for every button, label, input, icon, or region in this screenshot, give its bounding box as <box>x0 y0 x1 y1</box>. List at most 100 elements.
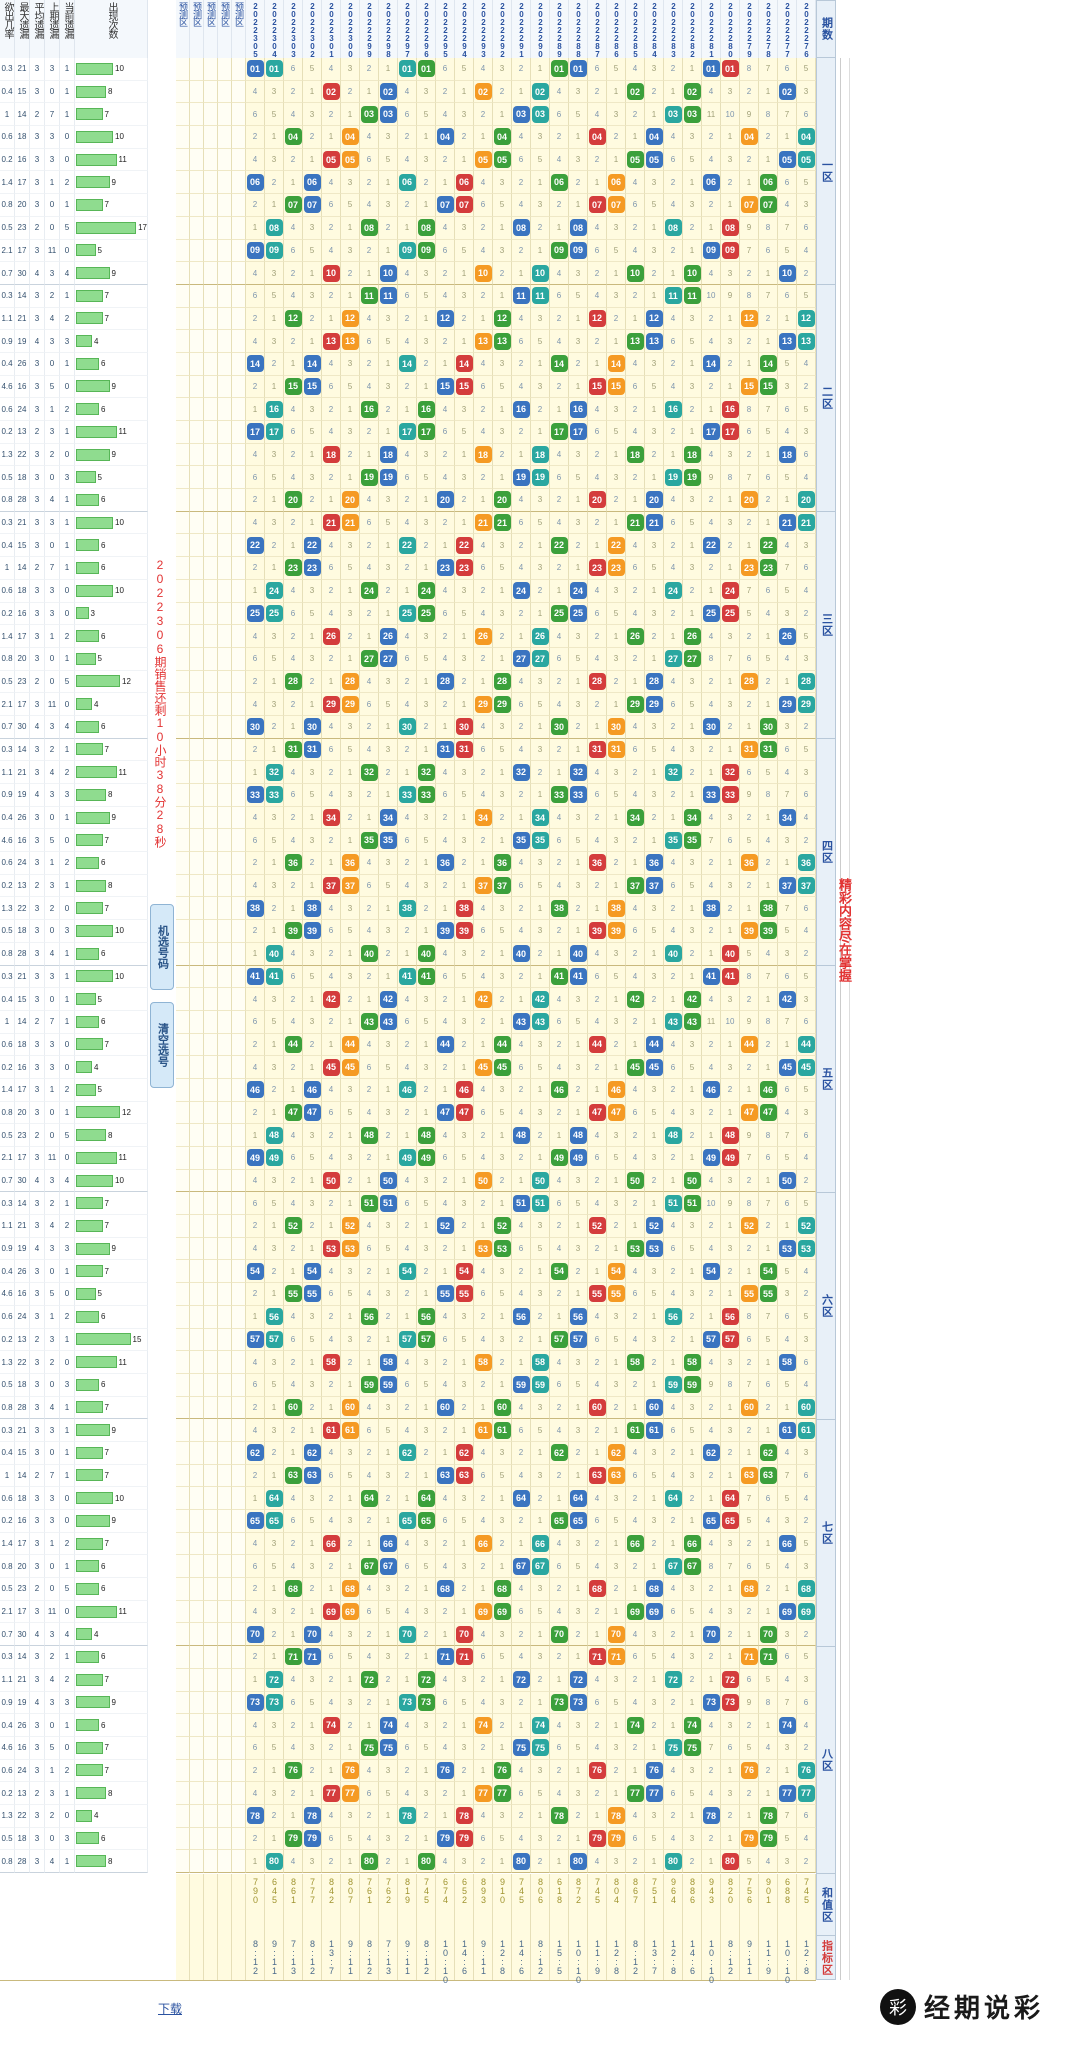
predict-cell[interactable] <box>204 511 218 535</box>
predict-cell[interactable] <box>232 1078 246 1102</box>
predict-cell[interactable] <box>190 216 204 240</box>
predict-cell[interactable] <box>204 1124 218 1147</box>
predict-cell[interactable] <box>204 761 218 784</box>
predict-cell[interactable] <box>176 489 190 512</box>
predict-cell[interactable] <box>218 1532 232 1556</box>
predict-cell[interactable] <box>176 647 190 671</box>
predict-cell[interactable] <box>232 58 246 81</box>
predict-cell[interactable] <box>190 1532 204 1556</box>
predict-cell[interactable] <box>176 897 190 921</box>
predict-cell[interactable] <box>190 1396 204 1420</box>
predict-cell[interactable] <box>232 284 246 308</box>
predict-cell[interactable] <box>204 58 218 81</box>
predict-cell[interactable] <box>176 1215 190 1238</box>
predict-cell[interactable] <box>190 1351 204 1374</box>
predict-cell[interactable] <box>218 579 232 603</box>
predict-cell[interactable] <box>232 1283 246 1306</box>
predict-cell[interactable] <box>204 239 218 263</box>
predict-cell[interactable] <box>176 1237 190 1261</box>
predict-cell[interactable] <box>218 602 232 626</box>
predict-cell[interactable] <box>204 1441 218 1465</box>
predict-cell[interactable] <box>218 534 232 558</box>
predict-cell[interactable] <box>218 1373 232 1397</box>
predict-cell[interactable] <box>176 421 190 444</box>
predict-cell[interactable] <box>176 307 190 331</box>
predict-cell[interactable] <box>176 1510 190 1533</box>
predict-cell[interactable] <box>204 284 218 308</box>
predict-cell[interactable] <box>190 239 204 263</box>
predict-cell[interactable] <box>190 103 204 127</box>
predict-cell[interactable] <box>204 1532 218 1556</box>
predict-cell[interactable] <box>190 1510 204 1533</box>
predict-cell[interactable] <box>218 239 232 263</box>
predict-cell[interactable] <box>204 194 218 217</box>
predict-cell[interactable] <box>204 897 218 921</box>
predict-cell[interactable] <box>176 761 190 784</box>
predict-cell[interactable] <box>190 579 204 603</box>
predict-cell[interactable] <box>218 352 232 376</box>
predict-cell[interactable] <box>232 1487 246 1510</box>
predict-cell[interactable] <box>176 148 190 172</box>
predict-cell[interactable] <box>232 1237 246 1261</box>
predict-cell[interactable] <box>190 489 204 512</box>
predict-cell[interactable] <box>204 1010 218 1034</box>
predict-cell[interactable] <box>176 1124 190 1147</box>
predict-cell[interactable] <box>176 1283 190 1306</box>
predict-cell[interactable] <box>204 1305 218 1329</box>
predict-cell[interactable] <box>204 262 218 285</box>
predict-cell[interactable] <box>190 670 204 694</box>
predict-cell[interactable] <box>204 1033 218 1057</box>
predict-cell[interactable] <box>190 1124 204 1147</box>
predict-cell[interactable] <box>190 398 204 421</box>
predict-cell[interactable] <box>190 1441 204 1465</box>
predict-cell[interactable] <box>190 284 204 308</box>
predict-cell[interactable] <box>176 1351 190 1374</box>
predict-cell[interactable] <box>232 1147 246 1170</box>
predict-cell[interactable] <box>176 784 190 807</box>
predict-cell[interactable] <box>218 1147 232 1170</box>
predict-cell[interactable] <box>218 80 232 104</box>
predict-cell[interactable] <box>190 557 204 580</box>
predict-cell[interactable] <box>176 1147 190 1170</box>
predict-cell[interactable] <box>176 352 190 376</box>
predict-cell[interactable] <box>190 80 204 104</box>
predict-cell[interactable] <box>232 897 246 921</box>
predict-cell[interactable] <box>176 1487 190 1510</box>
predict-cell[interactable] <box>190 352 204 376</box>
predict-cell[interactable] <box>204 1260 218 1284</box>
predict-cell[interactable] <box>190 1101 204 1125</box>
predict-cell[interactable] <box>190 829 204 853</box>
predict-cell[interactable] <box>204 715 218 739</box>
predict-cell[interactable] <box>176 1078 190 1102</box>
predict-cell[interactable] <box>218 784 232 807</box>
predict-cell[interactable] <box>190 761 204 784</box>
predict-cell[interactable] <box>218 988 232 1011</box>
predict-cell[interactable] <box>204 1487 218 1510</box>
predict-cell[interactable] <box>204 1192 218 1216</box>
predict-cell[interactable] <box>232 852 246 875</box>
predict-cell[interactable] <box>204 942 218 966</box>
predict-cell[interactable] <box>204 738 218 762</box>
predict-cell[interactable] <box>232 1396 246 1420</box>
predict-cell[interactable] <box>218 647 232 671</box>
predict-cell[interactable] <box>190 1283 204 1306</box>
predict-cell[interactable] <box>232 738 246 762</box>
predict-cell[interactable] <box>190 625 204 648</box>
predict-cell[interactable] <box>232 1510 246 1533</box>
predict-cell[interactable] <box>232 715 246 739</box>
predict-cell[interactable] <box>204 1169 218 1193</box>
predict-cell[interactable] <box>176 1532 190 1556</box>
predict-cell[interactable] <box>204 375 218 399</box>
predict-cell[interactable] <box>176 1305 190 1329</box>
predict-cell[interactable] <box>176 103 190 127</box>
predict-cell[interactable] <box>176 1101 190 1125</box>
predict-cell[interactable] <box>232 942 246 966</box>
predict-cell[interactable] <box>190 784 204 807</box>
predict-cell[interactable] <box>218 194 232 217</box>
predict-cell[interactable] <box>204 103 218 127</box>
predict-cell[interactable] <box>176 398 190 421</box>
predict-cell[interactable] <box>232 988 246 1011</box>
predict-cell[interactable] <box>232 693 246 716</box>
predict-cell[interactable] <box>204 330 218 353</box>
predict-cell[interactable] <box>204 80 218 104</box>
